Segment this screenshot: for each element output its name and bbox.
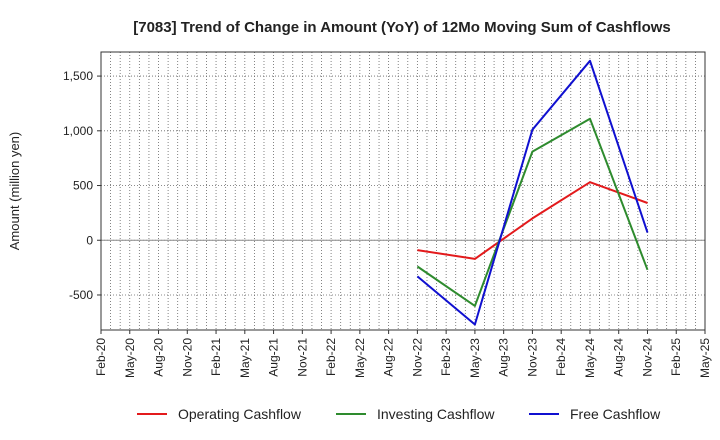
y-axis-label: Amount (million yen) xyxy=(7,132,22,251)
x-tick-label: Aug-23 xyxy=(497,338,511,377)
x-tick-label: May-25 xyxy=(698,338,712,378)
x-tick-label: Nov-23 xyxy=(525,338,539,377)
legend-label-free-cashflow: Free Cashflow xyxy=(570,406,661,422)
x-tick-label: Nov-22 xyxy=(410,338,424,377)
plot-area xyxy=(100,51,706,331)
series-line-operating-cashflow xyxy=(417,181,648,260)
y-tick-label: -500 xyxy=(69,288,93,302)
x-tick-label: May-24 xyxy=(583,338,597,378)
x-tick-label: Aug-21 xyxy=(267,338,281,377)
x-tick-label: May-21 xyxy=(238,338,252,378)
x-axis-ticks: Feb-20 May-20 Aug-20 Nov-20 Feb-21 May-21 Aug-… xyxy=(94,330,712,378)
x-tick-label: Feb-25 xyxy=(669,338,683,376)
x-tick-label: May-20 xyxy=(123,338,137,378)
legend: Operating Cashflow Investing Cashflow Free… xyxy=(137,406,661,422)
grid xyxy=(100,52,706,330)
x-tick-label: May-22 xyxy=(353,338,367,378)
legend-label-operating-cashflow: Operating Cashflow xyxy=(178,406,302,422)
y-tick-label: 1,500 xyxy=(63,69,93,83)
chart-title: [7083] Trend of Change in Amount (YoY) o… xyxy=(133,19,671,36)
x-tick-label: Aug-22 xyxy=(382,338,396,377)
x-tick-label: Feb-24 xyxy=(554,338,568,376)
x-tick-label: Feb-23 xyxy=(439,338,453,376)
x-tick-label: Feb-21 xyxy=(209,338,223,376)
x-tick-label: Feb-20 xyxy=(94,338,108,376)
x-tick-label: Nov-21 xyxy=(295,338,309,377)
series-lines xyxy=(416,59,649,326)
y-axis-ticks: -500 0 500 1,000 1,500 xyxy=(63,69,101,302)
x-tick-label: Aug-24 xyxy=(612,338,626,377)
x-tick-label: Nov-20 xyxy=(180,338,194,377)
x-tick-label: May-23 xyxy=(468,338,482,378)
legend-label-investing-cashflow: Investing Cashflow xyxy=(377,406,495,422)
x-tick-label: Aug-20 xyxy=(152,338,166,377)
series-line-free-cashflow xyxy=(416,59,649,326)
series-line-investing-cashflow xyxy=(416,117,649,307)
y-tick-label: 1,000 xyxy=(63,124,93,138)
x-tick-label: Nov-24 xyxy=(640,338,654,377)
y-tick-label: 0 xyxy=(86,233,93,247)
y-tick-label: 500 xyxy=(73,179,93,193)
x-tick-label: Feb-22 xyxy=(324,338,338,376)
